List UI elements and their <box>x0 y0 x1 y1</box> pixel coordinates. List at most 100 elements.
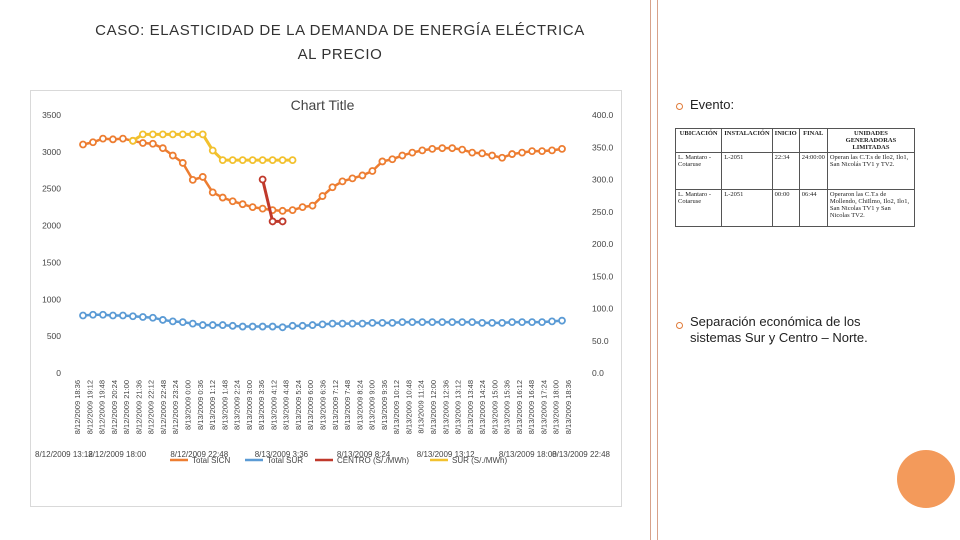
data-point <box>218 193 227 202</box>
data-point <box>458 145 467 154</box>
y-axis-left-tick-label: 1000 <box>42 294 61 304</box>
data-point <box>438 144 447 153</box>
data-point <box>448 318 457 327</box>
data-point <box>308 321 317 329</box>
data-point <box>458 318 467 327</box>
y-axis-left-tick-label: 2000 <box>42 221 61 231</box>
data-point <box>408 148 417 157</box>
data-point <box>248 156 257 165</box>
x-axis-tick-label: 8/13/2009 0:36 <box>196 380 205 430</box>
data-point <box>158 144 167 153</box>
data-point <box>528 318 536 327</box>
data-point <box>338 319 347 328</box>
data-point <box>109 135 117 144</box>
event-table-header: INICIO <box>771 128 800 153</box>
data-point <box>328 319 337 328</box>
separation-text: Separación económica de los sistemas Sur… <box>690 314 868 345</box>
data-point <box>538 318 546 327</box>
x-axis-tick-label: 8/13/2009 8:24 <box>355 380 364 430</box>
data-point <box>89 138 97 147</box>
data-point <box>178 318 187 327</box>
bullet-icon <box>676 103 683 110</box>
data-point <box>89 310 97 319</box>
data-point <box>138 130 147 139</box>
x-axis-tick-label: 8/13/2009 13:48 <box>466 380 475 434</box>
y-axis-right-tick-label: 100.0 <box>592 304 614 314</box>
x-axis-tick-label: 8/13/2009 10:12 <box>392 380 401 434</box>
x-axis-tick-label: 8/13/2009 3:36 <box>257 380 266 430</box>
data-point <box>258 322 267 331</box>
y-axis-right-tick-label: 300.0 <box>592 175 614 185</box>
event-table: UBICACIÓN INSTALACIÓN INICIO FINAL UNIDA… <box>674 128 916 227</box>
x-axis-tick-label: 8/12/2009 18:36 <box>73 380 82 434</box>
data-point <box>258 204 267 213</box>
data-point <box>119 311 127 320</box>
data-point <box>148 130 157 139</box>
data-point <box>119 134 127 143</box>
data-point <box>378 318 387 327</box>
data-point <box>288 321 297 330</box>
data-point <box>338 177 347 186</box>
data-point <box>228 197 237 206</box>
data-point <box>178 130 187 139</box>
y-axis-right-tick-label: 250.0 <box>592 207 614 217</box>
x-axis-tick-label: 8/12/2009 23:24 <box>171 380 180 434</box>
y-axis-left-tick-label: 1500 <box>42 257 61 267</box>
data-point <box>468 318 477 327</box>
x-axis-tick-label: 8/13/2009 16:12 <box>515 380 524 434</box>
data-point <box>428 318 437 327</box>
data-point <box>168 130 177 139</box>
data-point <box>508 318 517 327</box>
data-point <box>288 156 297 165</box>
x-axis-tick-label: 8/13/2009 15:00 <box>490 380 499 434</box>
x-axis-tick-label: 8/13/2009 6:36 <box>319 380 328 430</box>
x-axis-tick-label: 8/13/2009 4:12 <box>269 380 278 430</box>
data-point <box>418 146 427 155</box>
data-point <box>558 145 566 153</box>
x-axis-tick-label: 8/13/2009 17:24 <box>539 380 548 434</box>
data-point <box>168 151 177 160</box>
data-point <box>508 150 517 158</box>
data-point <box>328 183 337 192</box>
data-point <box>558 316 566 325</box>
table-row: L. Mantaro - Cotaruse L-2051 22:34 24:00… <box>674 152 916 190</box>
data-point <box>368 167 377 175</box>
table-cell: 06:44 <box>798 189 828 227</box>
event-label: Evento: <box>690 97 735 112</box>
data-point <box>208 321 217 329</box>
y-axis-left-tick-label: 500 <box>47 331 61 341</box>
data-point <box>288 206 297 214</box>
event-table-header: INSTALACIÓN <box>721 128 773 153</box>
event-table-header: UBICACIÓN <box>674 128 723 153</box>
slide-title-line2: AL PRECIO <box>297 46 383 63</box>
data-point <box>358 319 367 328</box>
x-axis-tick-label: 8/13/2009 15:36 <box>503 380 512 434</box>
data-point <box>428 145 437 153</box>
data-point <box>498 153 507 162</box>
chart-title: Chart Title <box>291 97 355 113</box>
data-point <box>198 130 207 139</box>
event-table-header: FINAL <box>798 128 828 153</box>
x-axis-tick-label: 8/13/2009 7:48 <box>343 380 352 430</box>
data-point <box>488 318 497 327</box>
secondary-x-tick-label: 8/12/2009 18:00 <box>88 450 146 459</box>
secondary-x-tick-label: 8/13/2009 3:36 <box>255 450 309 459</box>
table-cell: L. Mantaro - Cotaruse <box>674 152 723 190</box>
data-point <box>188 130 197 139</box>
data-point <box>248 203 257 212</box>
x-axis-tick-label: 8/13/2009 11:24 <box>417 380 426 434</box>
legend-label: Total SUR <box>267 456 303 465</box>
data-point <box>408 318 417 327</box>
secondary-x-tick-label: 8/13/2009 8:24 <box>337 450 391 459</box>
chart-frame <box>30 90 622 507</box>
data-point <box>278 156 287 165</box>
data-point <box>348 174 357 183</box>
x-axis-tick-label: 8/13/2009 9:00 <box>368 380 377 430</box>
x-axis-tick-label: 8/12/2009 19:48 <box>98 380 107 434</box>
x-axis-tick-label: 8/13/2009 5:24 <box>294 380 303 430</box>
x-axis-tick-label: 8/12/2009 21:36 <box>134 380 143 434</box>
line-chart: Chart Title 0 500 1000 1500 2000 2500 3000 3500 0… <box>35 97 614 465</box>
x-axis-tick-label: 8/13/2009 18:00 <box>552 380 561 434</box>
decorative-circle <box>897 450 955 508</box>
divider-line-left <box>650 0 651 540</box>
